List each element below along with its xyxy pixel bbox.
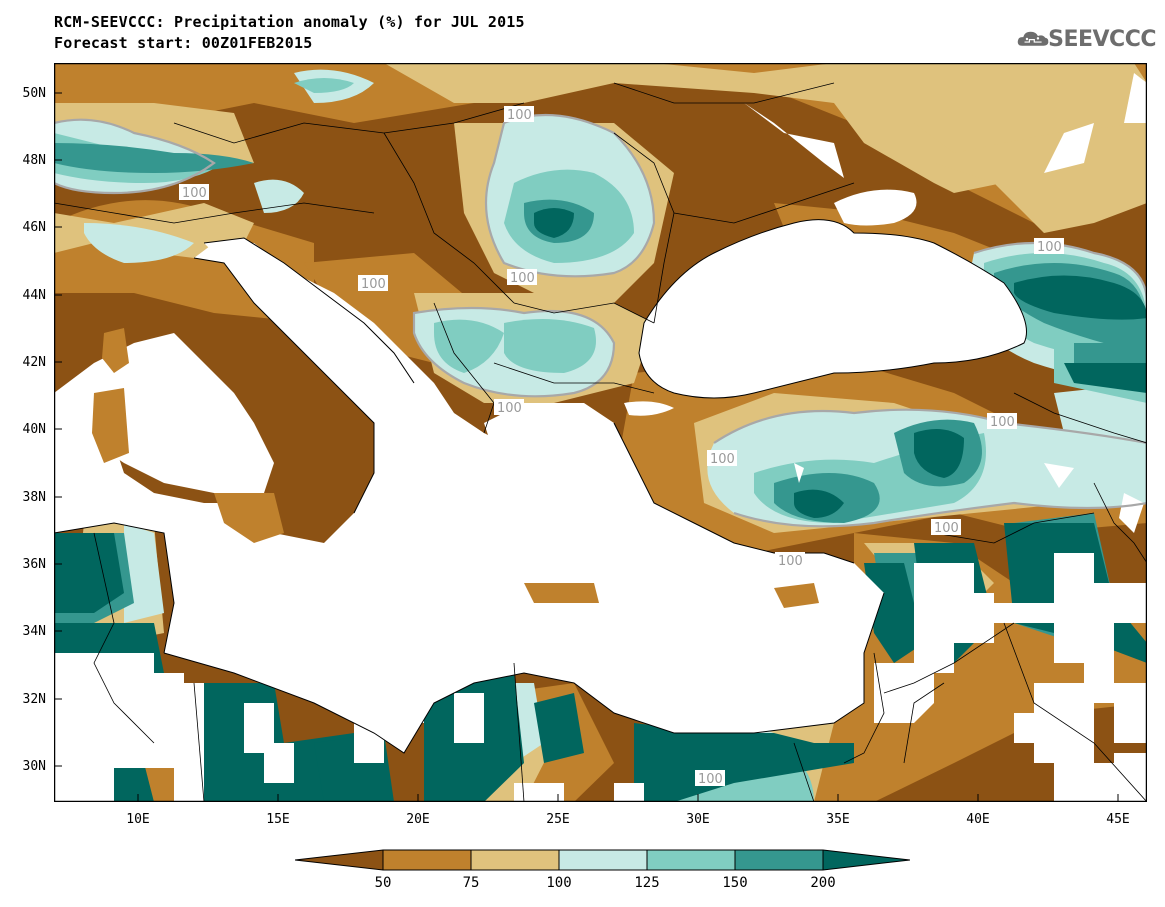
contour-label-text: 100	[698, 772, 723, 787]
lon-label: 45E	[1106, 812, 1130, 827]
lon-label: 25E	[546, 812, 570, 827]
contour-100-lines	[54, 113, 1147, 528]
lon-label: 20E	[406, 812, 430, 827]
colorbar-segment	[823, 850, 910, 870]
lat-label: 36N	[22, 557, 46, 572]
contour-label-text: 100	[507, 108, 532, 123]
map-frame	[53, 62, 1148, 803]
contour-label-text: 100	[778, 554, 803, 569]
no-data-regions	[54, 73, 1147, 802]
contour-label-3: 100	[507, 269, 537, 286]
lat-label: 40N	[22, 422, 46, 437]
forecast-start-subtitle: Forecast start: 00Z01FEB2015	[54, 34, 313, 52]
contour-label-10: 100	[775, 552, 805, 569]
contour-label-text: 100	[361, 277, 386, 292]
lon-label: 15E	[266, 812, 290, 827]
coastlines	[54, 219, 1027, 754]
contour-label-text: 100	[510, 271, 535, 286]
contour-label-text: 100	[182, 186, 207, 201]
lon-label: 35E	[826, 812, 850, 827]
contour-label-text: 100	[934, 521, 959, 536]
lat-label: 42N	[22, 355, 46, 370]
lon-label: 40E	[966, 812, 990, 827]
lat-label: 44N	[22, 288, 46, 303]
contour-label-text: 100	[990, 415, 1015, 430]
island-shapes	[92, 328, 819, 608]
lat-label: 34N	[22, 624, 46, 639]
lat-label: 46N	[22, 220, 46, 235]
lat-label: 32N	[22, 692, 46, 707]
colorbar-segment	[295, 850, 383, 870]
contour-label-2: 100	[179, 184, 209, 201]
contour-label-5: 100	[1034, 238, 1064, 255]
contour-label-1: 100	[504, 106, 534, 123]
lat-label: 50N	[22, 86, 46, 101]
seevccc-logo: SEEVCCC	[1016, 20, 1156, 58]
lat-label: 48N	[22, 153, 46, 168]
colorbar-segment	[735, 850, 823, 870]
contour-label-6: 100	[494, 399, 524, 416]
map-canvas: 100 100 100 100 100 100 100 100 100 100 …	[53, 62, 1148, 803]
lon-label: 30E	[686, 812, 710, 827]
colorbar-segment	[559, 850, 647, 870]
precipitation-anomaly-map: 100 100 100 100 100 100 100 100 100 100 …	[53, 62, 1148, 803]
colorbar-label: 200	[810, 875, 836, 891]
axis-ticks	[54, 92, 1119, 802]
contour-label-4: 100	[358, 275, 388, 292]
colorbar-segment	[383, 850, 471, 870]
contour-label-7: 100	[987, 413, 1017, 430]
cloud-logo-icon	[1017, 31, 1049, 46]
contour-label-text: 100	[1037, 240, 1062, 255]
colorbar-segment	[471, 850, 559, 870]
lat-label: 30N	[22, 759, 46, 774]
colorbar-label: 100	[546, 875, 572, 891]
colorbar-label: 75	[462, 875, 480, 891]
contour-label-text: 100	[710, 452, 735, 467]
colorbar-label: 150	[722, 875, 748, 891]
contour-label-text: 100	[497, 401, 522, 416]
contour-label-9: 100	[931, 519, 961, 536]
colorbar-label: 125	[634, 875, 660, 891]
lat-label: 38N	[22, 490, 46, 505]
country-borders	[54, 82, 1147, 802]
lon-label: 10E	[126, 812, 150, 827]
logo-text: SEEVCCC	[1048, 26, 1156, 52]
colorbar	[295, 849, 910, 871]
sea-areas	[54, 189, 1027, 753]
contour-labels: 100 100 100 100 100 100 100 100 100 100 …	[179, 106, 1064, 787]
colorbar-label: 50	[374, 875, 392, 891]
map-title: RCM-SEEVCCC: Precipitation anomaly (%) f…	[54, 13, 525, 31]
contour-label-11: 100	[695, 770, 725, 787]
contour-label-8: 100	[707, 450, 737, 467]
colorbar-segment	[647, 850, 735, 870]
